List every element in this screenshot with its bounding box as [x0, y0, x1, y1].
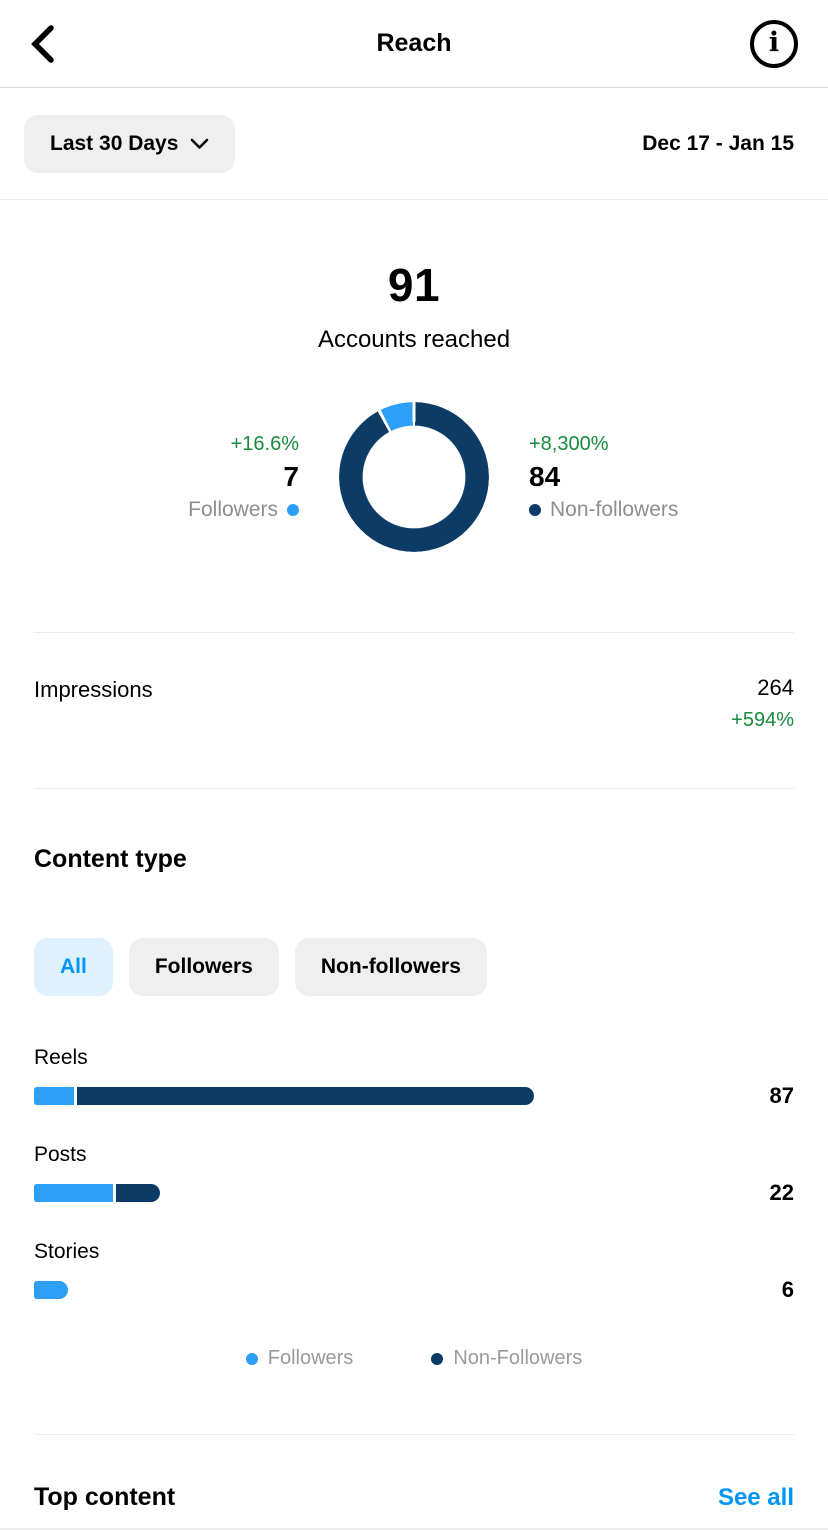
bar-value: 22: [769, 1180, 794, 1205]
content-type-section: Content type All Followers Non-followers…: [0, 845, 828, 1370]
back-button[interactable]: [30, 22, 74, 66]
page-title: Reach: [376, 29, 452, 57]
bar-row-posts: Posts 22: [34, 1143, 794, 1206]
top-content-header: Top content See all: [0, 1435, 828, 1512]
legend-non-followers: Non-Followers: [431, 1347, 582, 1370]
impressions-values: 264 +594%: [731, 675, 794, 732]
period-dropdown[interactable]: Last 30 Days: [24, 114, 236, 173]
followers-label-row: Followers: [81, 498, 299, 522]
followers-change: +16.6%: [230, 432, 299, 455]
filter-row: Last 30 Days Dec 17 - Jan 15: [0, 88, 828, 200]
impressions-change: +594%: [731, 709, 794, 731]
app-bar: Reach i: [0, 0, 828, 88]
chevron-down-icon: [191, 138, 209, 149]
bar-segment-followers: [34, 1184, 113, 1202]
bar-label: Posts: [34, 1143, 87, 1166]
posts-bar: [34, 1184, 161, 1202]
non-followers-label: Non-followers: [550, 497, 679, 521]
info-icon: i: [768, 27, 780, 58]
bar-segment-followers: [34, 1087, 74, 1105]
accounts-reached-value: 91: [387, 259, 441, 311]
non-followers-dot-icon: [431, 1352, 444, 1365]
stories-bar: [34, 1281, 69, 1299]
legend-followers: Followers: [245, 1347, 354, 1370]
legend-followers-label: Followers: [267, 1347, 354, 1369]
bar-label: Stories: [34, 1240, 100, 1263]
followers-label: Followers: [188, 497, 278, 521]
top-content-title: Top content: [34, 1483, 176, 1511]
info-button[interactable]: i: [750, 19, 798, 68]
bottom-divider: [0, 1528, 828, 1530]
non-followers-stat: +8,300% 84 Non-followers: [529, 433, 747, 522]
impressions-row: Impressions 264 +594%: [34, 632, 794, 789]
tab-all[interactable]: All: [34, 938, 113, 996]
followers-dot-icon: [245, 1352, 258, 1365]
content-type-title: Content type: [34, 845, 187, 873]
accounts-reached-label: Accounts reached: [317, 326, 511, 353]
legend-non-followers-label: Non-Followers: [453, 1347, 583, 1369]
date-range: Dec 17 - Jan 15: [642, 131, 794, 155]
period-label: Last 30 Days: [50, 131, 179, 155]
bar-label: Reels: [34, 1046, 88, 1069]
bar-value: 87: [769, 1083, 794, 1108]
impressions-value: 264: [757, 675, 794, 700]
bar-segment-followers: [34, 1281, 69, 1299]
reach-donut-chart: [339, 402, 489, 552]
non-followers-change: +8,300%: [529, 432, 609, 455]
bar-segment-non-followers: [115, 1184, 161, 1202]
content-type-tabs: All Followers Non-followers: [34, 938, 794, 996]
non-followers-value: 84: [529, 460, 561, 492]
bar-chart-legend: Followers Non-Followers: [34, 1347, 794, 1370]
reels-bar: [34, 1087, 534, 1105]
bar-row-stories: Stories 6: [34, 1240, 794, 1303]
overview-section: 91 Accounts reached: [0, 258, 828, 354]
impressions-label: Impressions: [34, 677, 153, 702]
chevron-left-icon: [31, 24, 54, 63]
reach-breakdown: +16.6% 7 Followers +8,300% 84 Non-follow…: [0, 402, 828, 552]
bar-row-reels: Reels 87: [34, 1046, 794, 1109]
non-followers-dot-icon: [529, 503, 541, 516]
followers-stat: +16.6% 7 Followers: [81, 433, 299, 522]
followers-value: 7: [283, 460, 299, 492]
divider: [34, 1434, 794, 1435]
tab-followers[interactable]: Followers: [128, 938, 279, 996]
bar-segment-non-followers: [76, 1087, 534, 1105]
tab-non-followers[interactable]: Non-followers: [294, 938, 487, 996]
content-type-bar-chart: Reels 87 Posts 22 Stories 6: [34, 1046, 794, 1303]
see-all-link[interactable]: See all: [717, 1483, 794, 1511]
followers-dot-icon: [287, 503, 299, 516]
non-followers-label-row: Non-followers: [529, 498, 747, 522]
bar-value: 6: [781, 1277, 794, 1302]
